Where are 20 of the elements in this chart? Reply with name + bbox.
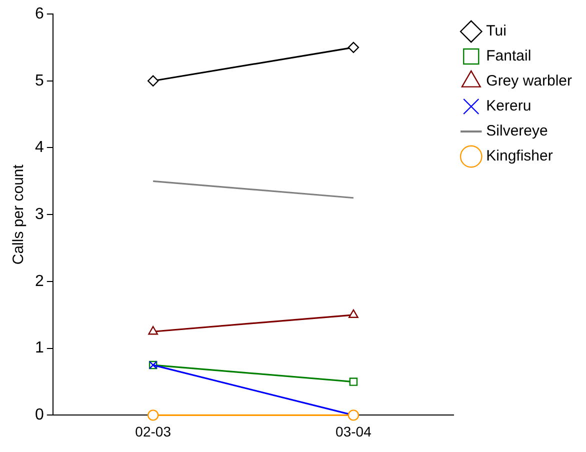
y-tick-label: 1 bbox=[34, 340, 44, 357]
legend-label: Silvereye bbox=[486, 122, 548, 140]
y-axis-title: Calls per count bbox=[10, 164, 28, 265]
x-tick-label: 03-04 bbox=[336, 423, 372, 440]
legend-label: Fantail bbox=[486, 48, 532, 65]
y-tick-label: 3 bbox=[34, 206, 44, 224]
legend-label: Kereru bbox=[486, 98, 532, 115]
y-tick-label: 0 bbox=[34, 406, 44, 424]
legend-label: Kingfisher bbox=[486, 148, 553, 165]
y-tick-label: 6 bbox=[34, 5, 44, 22]
y-tick-label: 2 bbox=[34, 272, 44, 290]
y-tick-label: 5 bbox=[34, 72, 44, 90]
legend-label: Tui bbox=[486, 22, 506, 40]
x-tick-label: 02-03 bbox=[135, 423, 172, 440]
point bbox=[349, 378, 358, 386]
point bbox=[348, 42, 360, 54]
point bbox=[147, 410, 159, 421]
y-tick-label: 4 bbox=[34, 139, 44, 156]
legend-label: Grey warbler bbox=[486, 72, 572, 90]
point bbox=[147, 75, 159, 86]
